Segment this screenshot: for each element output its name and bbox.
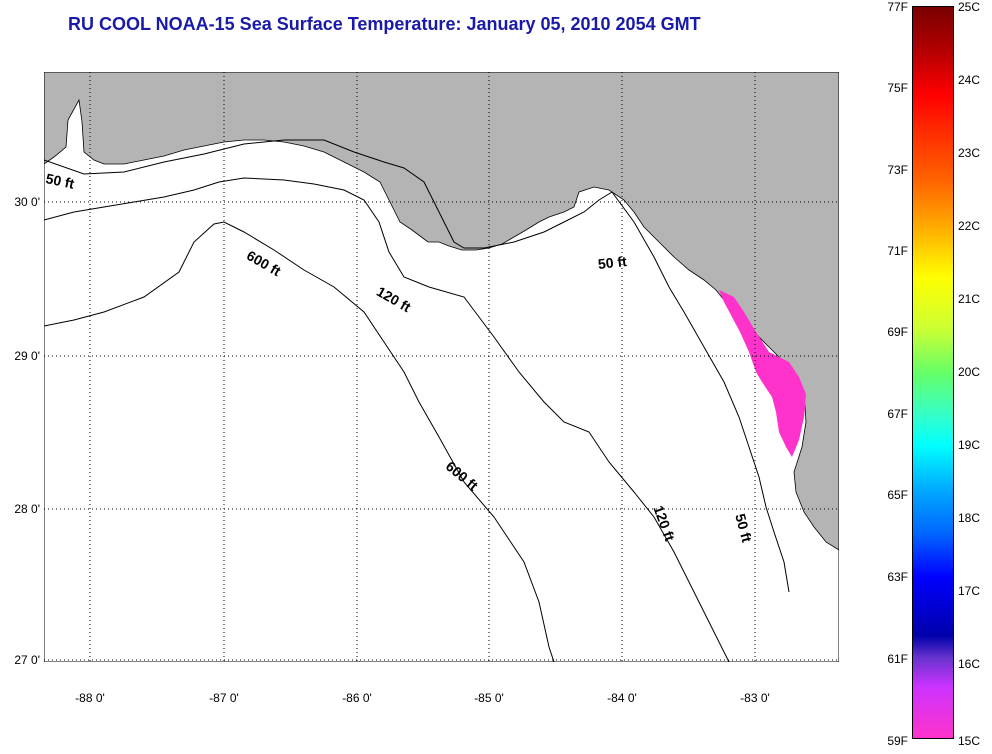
contour-label-50ft-north: 50 ft xyxy=(597,253,628,272)
colorbar-c-25: 25C xyxy=(958,0,981,14)
colorbar-f-73: 73F xyxy=(887,163,908,177)
contour-600ft xyxy=(44,221,555,662)
colorbar-c-19: 19C xyxy=(958,438,981,452)
colorbar-f-65: 65F xyxy=(887,488,908,502)
lon-label-88: -88 0' xyxy=(75,691,105,705)
sst-map xyxy=(44,72,839,662)
lat-label-30: 30 0' xyxy=(14,195,40,209)
lon-label-83: -83 0' xyxy=(740,691,770,705)
contour-50ft xyxy=(44,139,790,593)
colorbar-f-67: 67F xyxy=(887,407,908,421)
contour-120ft xyxy=(44,177,730,662)
lon-label-84: -84 0' xyxy=(607,691,637,705)
colorbar-f-59: 59F xyxy=(887,734,908,748)
colorbar-f-77: 77F xyxy=(887,0,908,14)
graticule xyxy=(44,72,839,662)
lat-label-28: 28 0' xyxy=(14,502,40,516)
colorbar-f-71: 71F xyxy=(887,244,908,258)
colorbar-c-21: 21C xyxy=(958,292,981,306)
colorbar-c-18: 18C xyxy=(958,511,981,525)
map-title: RU COOL NOAA-15 Sea Surface Temperature:… xyxy=(68,14,701,34)
lon-label-87: -87 0' xyxy=(209,691,239,705)
lon-label-85: -85 0' xyxy=(474,691,504,705)
colorbar-c-15: 15C xyxy=(958,734,981,748)
colorbar-f-61: 61F xyxy=(887,652,908,666)
colorbar-f-75: 75F xyxy=(887,81,908,95)
colorbar-f-63: 63F xyxy=(887,570,908,584)
sst-patch xyxy=(719,290,806,457)
colorbar-c-16: 16C xyxy=(958,657,981,671)
colorbar-f-69: 69F xyxy=(887,325,908,339)
lat-label-27: 27 0' xyxy=(14,653,40,667)
lon-label-86: -86 0' xyxy=(342,691,372,705)
colorbar-c-17: 17C xyxy=(958,584,981,598)
colorbar-c-23: 23C xyxy=(958,146,981,160)
colorbar-c-20: 20C xyxy=(958,365,981,379)
colorbar-c-24: 24C xyxy=(958,73,981,87)
colorbar-c-22: 22C xyxy=(958,219,981,233)
temperature-colorbar xyxy=(912,6,954,739)
lat-label-29: 29 0' xyxy=(14,349,40,363)
